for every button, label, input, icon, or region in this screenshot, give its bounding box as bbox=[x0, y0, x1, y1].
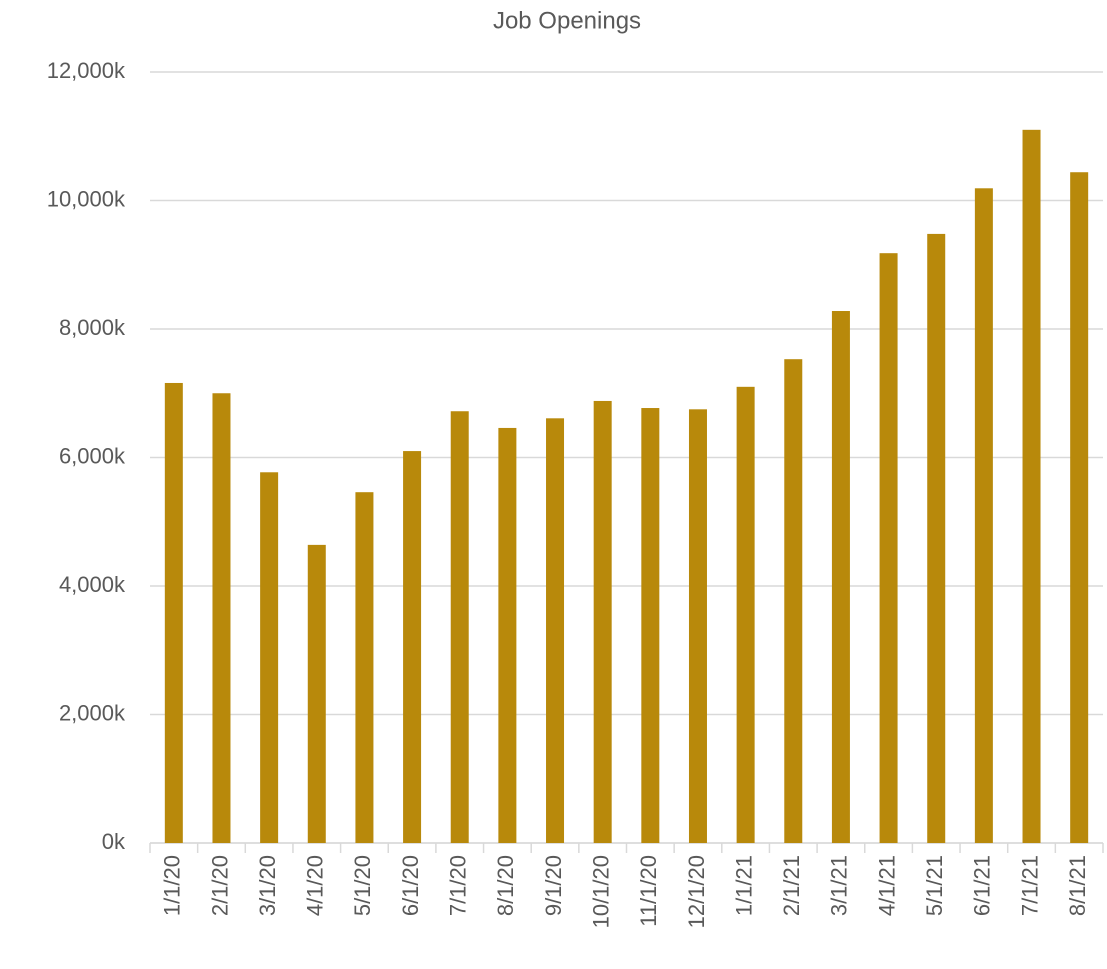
x-tick-label: 11/1/20 bbox=[636, 855, 661, 927]
bar bbox=[212, 393, 231, 843]
bar bbox=[688, 409, 707, 843]
bar bbox=[974, 188, 993, 844]
x-tick-label: 6/1/20 bbox=[398, 855, 423, 916]
bar bbox=[593, 400, 612, 843]
bar bbox=[164, 382, 183, 843]
y-tick-label: 10,000k bbox=[47, 186, 126, 211]
x-tick-label: 5/1/21 bbox=[922, 855, 947, 916]
x-tick-label: 4/1/20 bbox=[303, 855, 328, 916]
bar bbox=[927, 233, 946, 843]
y-tick-label: 4,000k bbox=[59, 572, 126, 597]
x-tick-label: 8/1/21 bbox=[1065, 855, 1090, 916]
bar bbox=[498, 427, 517, 843]
y-tick-label: 8,000k bbox=[59, 315, 126, 340]
bar bbox=[403, 451, 422, 843]
bar bbox=[546, 418, 565, 843]
x-tick-label: 2/1/21 bbox=[779, 855, 804, 916]
x-tick-label: 7/1/20 bbox=[446, 855, 471, 916]
bar bbox=[736, 386, 755, 843]
x-tick-label: 6/1/21 bbox=[970, 855, 995, 916]
bar bbox=[784, 359, 803, 843]
bar bbox=[355, 492, 374, 843]
x-tick-label: 2/1/20 bbox=[207, 855, 232, 916]
bar bbox=[1022, 129, 1041, 843]
x-tick-label: 7/1/21 bbox=[1017, 855, 1042, 916]
chart-title: Job Openings bbox=[493, 7, 641, 34]
x-tick-label: 3/1/20 bbox=[255, 855, 280, 916]
bar bbox=[1070, 172, 1089, 844]
x-tick-label: 5/1/20 bbox=[350, 855, 375, 916]
y-tick-label: 6,000k bbox=[59, 443, 126, 468]
y-tick-label: 2,000k bbox=[59, 700, 126, 725]
bar bbox=[879, 253, 898, 843]
bar bbox=[307, 544, 326, 843]
bar bbox=[260, 472, 279, 843]
x-tick-label: 10/1/20 bbox=[588, 855, 613, 928]
bar bbox=[641, 408, 660, 843]
x-tick-label: 9/1/20 bbox=[541, 855, 566, 916]
bar bbox=[450, 411, 469, 843]
x-tick-label: 3/1/21 bbox=[827, 855, 852, 916]
bar bbox=[831, 311, 850, 843]
x-tick-label: 1/1/21 bbox=[731, 855, 756, 916]
x-tick-label: 12/1/20 bbox=[684, 855, 709, 928]
x-tick-label: 1/1/20 bbox=[160, 855, 185, 916]
x-tick-label: 4/1/21 bbox=[874, 855, 899, 916]
y-tick-label: 0k bbox=[102, 829, 126, 854]
x-tick-label: 8/1/20 bbox=[493, 855, 518, 916]
y-tick-label: 12,000k bbox=[47, 58, 126, 83]
